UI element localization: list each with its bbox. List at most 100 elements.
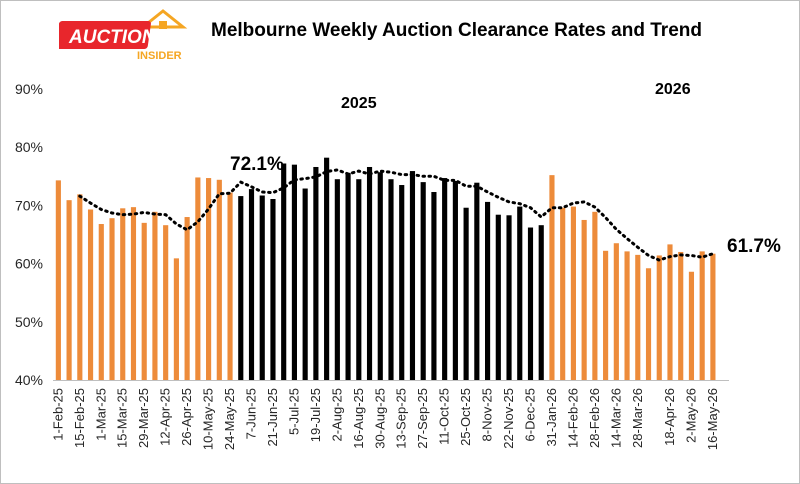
x-tick-label: 2-Aug-25: [329, 388, 344, 441]
bar: [55, 180, 61, 380]
annotation-latest: 61.7%: [727, 236, 781, 257]
bar: [302, 188, 308, 380]
bar: [216, 179, 222, 380]
bar: [281, 163, 287, 380]
y-tick-label: 70%: [15, 197, 43, 213]
bar: [87, 209, 94, 380]
bar: [238, 196, 244, 380]
x-tick-label: 21-Jun-25: [265, 388, 280, 447]
y-axis: 40% 50% 60% 70% 80% 90%: [15, 81, 43, 388]
bar: [366, 166, 373, 380]
y-tick-label: 40%: [15, 372, 43, 388]
x-tick-label: 12-Apr-25: [158, 388, 173, 446]
x-tick-label: 19-Jul-25: [308, 388, 323, 442]
bar: [624, 251, 630, 380]
auction-insider-logo: AUCTION INSIDER: [59, 9, 188, 61]
x-tick-label: 13-Sep-25: [394, 388, 409, 449]
x-tick-label: 8-Nov-25: [480, 388, 495, 441]
x-tick-label: 18-Apr-26: [662, 388, 677, 446]
bar: [206, 178, 212, 380]
bar: [152, 211, 158, 380]
bar: [699, 251, 705, 380]
bar: [173, 258, 179, 380]
bar: [463, 207, 469, 380]
bar: [656, 255, 662, 380]
bar: [645, 268, 652, 380]
bars: [55, 157, 716, 380]
x-tick-label: 30-Aug-25: [372, 388, 387, 449]
bar: [527, 227, 534, 380]
bar: [334, 179, 340, 380]
bar: [420, 182, 426, 380]
x-tick-label: 5-Jul-25: [286, 388, 301, 435]
bar: [109, 218, 115, 380]
bar: [688, 271, 695, 380]
x-tick-label: 14-Mar-26: [608, 388, 623, 448]
bar: [227, 192, 233, 380]
x-tick-label: 15-Mar-25: [115, 388, 130, 448]
bar: [603, 250, 609, 380]
bar: [388, 179, 394, 380]
bar: [452, 180, 458, 380]
x-tick-label: 25-Oct-25: [458, 388, 473, 446]
x-tick-label: 10-May-25: [201, 388, 216, 450]
x-tick-label: 1-Feb-25: [50, 388, 65, 441]
bar: [538, 225, 544, 380]
bar: [141, 222, 147, 380]
bar: [77, 194, 83, 380]
bar: [710, 253, 716, 380]
x-tick-label: 7-Jun-25: [244, 388, 259, 439]
bar: [506, 215, 512, 380]
bar: [259, 195, 265, 380]
bar: [98, 224, 104, 380]
x-tick-label: 11-Oct-25: [437, 388, 452, 445]
bar: [120, 208, 126, 380]
x-tick-label: 15-Feb-25: [72, 388, 87, 448]
bar: [431, 192, 437, 380]
x-tick-label: 16-May-26: [705, 388, 720, 450]
bar: [195, 177, 201, 380]
x-tick-label: 26-Apr-25: [179, 388, 194, 446]
bar: [613, 243, 619, 380]
bar: [678, 251, 684, 380]
x-tick-label: 27-Sep-25: [415, 388, 430, 449]
y-tick-label: 80%: [15, 139, 43, 155]
bar: [442, 178, 448, 380]
bar: [635, 254, 641, 380]
y-tick-label: 50%: [15, 314, 43, 330]
x-axis: 1-Feb-25 15-Feb-25 1-Mar-25 15-Mar-25 29-Mar…: [50, 388, 720, 450]
x-tick-label: 6-Dec-25: [523, 388, 538, 441]
bar: [409, 171, 416, 380]
bar: [667, 244, 673, 380]
bar: [485, 201, 491, 380]
x-tick-label: 31-Jan-26: [544, 388, 559, 447]
bar: [184, 217, 190, 380]
bar: [130, 207, 137, 380]
chart-title: Melbourne Weekly Auction Clearance Rates…: [211, 20, 702, 41]
bar: [549, 175, 555, 380]
bar: [291, 164, 297, 380]
bar: [66, 200, 72, 380]
bar: [345, 172, 351, 380]
x-tick-label: 16-Aug-25: [351, 388, 366, 449]
bar: [474, 182, 480, 380]
bar: [592, 211, 598, 380]
bar: [270, 199, 276, 380]
bar: [356, 179, 362, 380]
bar: [399, 185, 405, 380]
bar: [570, 206, 576, 380]
x-tick-label: 28-Mar-26: [630, 388, 645, 448]
bar: [163, 225, 169, 380]
logo-house-window: [159, 21, 167, 29]
trend-line: [78, 168, 715, 262]
year-label-2026: 2026: [655, 81, 691, 98]
x-tick-label: 22-Nov-25: [501, 388, 516, 449]
bar: [581, 219, 587, 380]
y-tick-label: 90%: [15, 81, 43, 97]
bar: [248, 189, 255, 380]
x-tick-label: 29-Mar-25: [136, 388, 151, 448]
annotation-peak: 72.1%: [230, 154, 284, 175]
bar: [560, 207, 566, 380]
bar: [313, 166, 319, 380]
